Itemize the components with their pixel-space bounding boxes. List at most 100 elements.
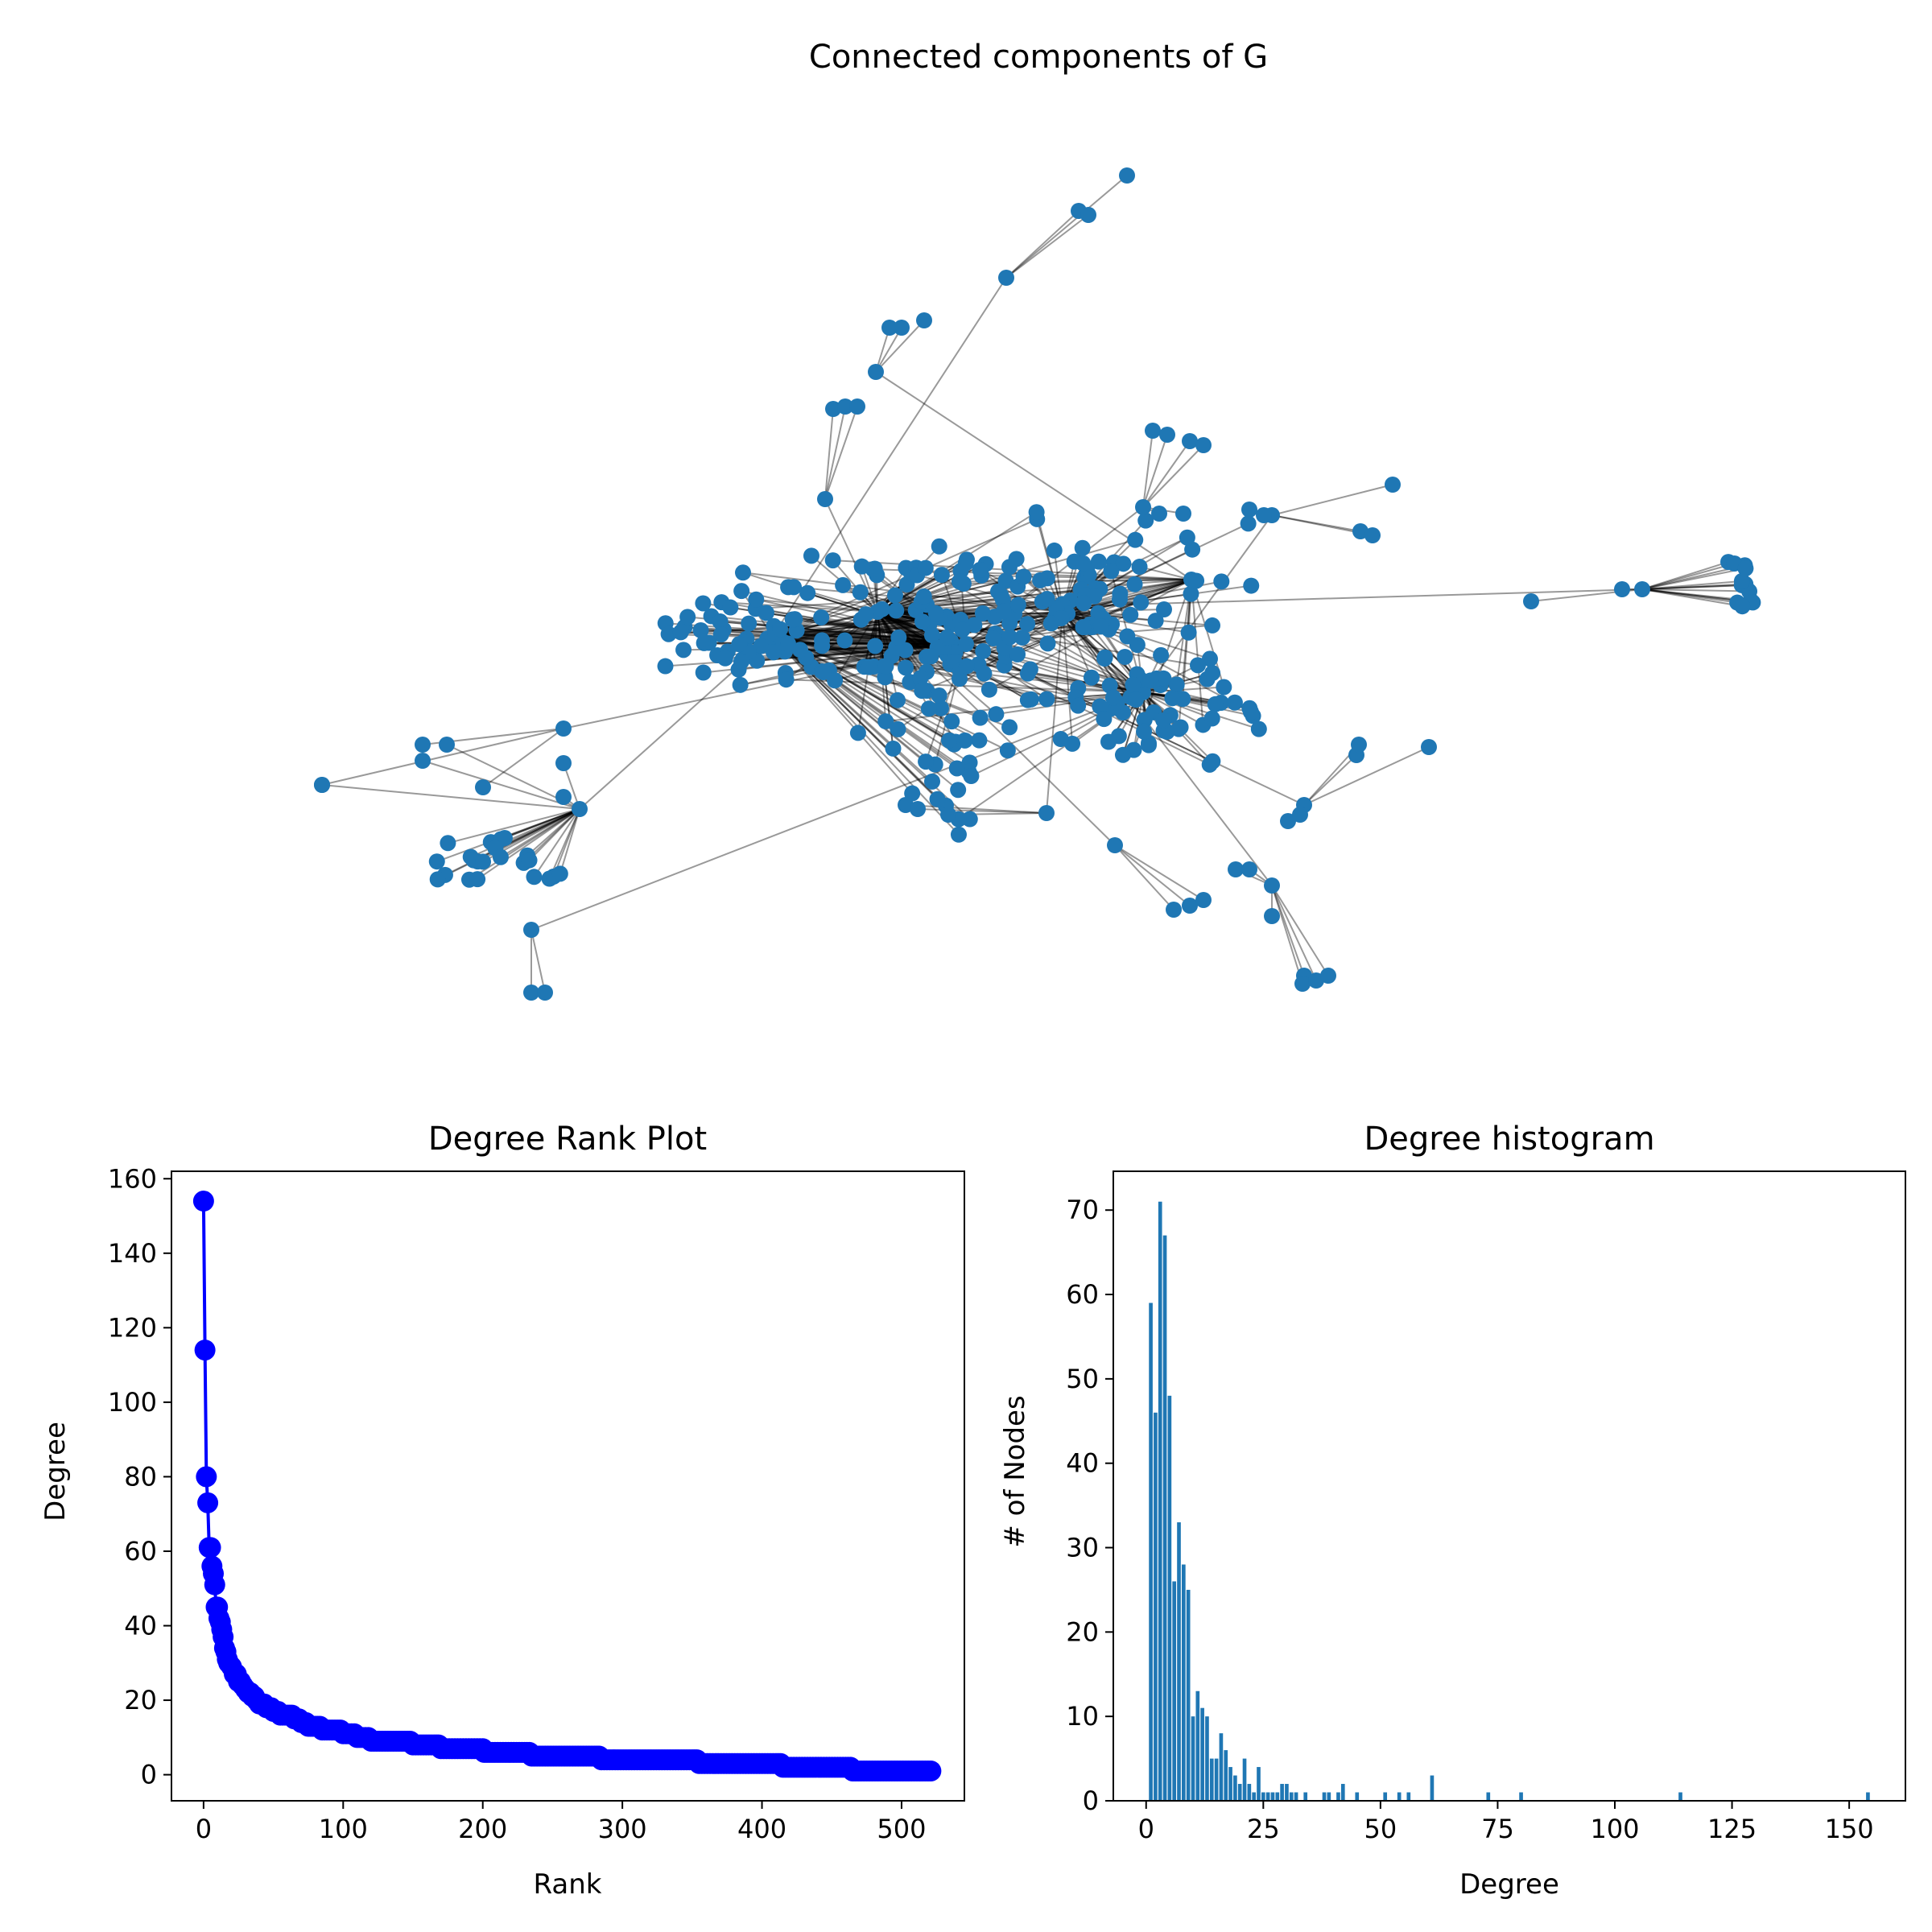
hist-bar [1270,1792,1275,1801]
network-node [1019,691,1036,708]
network-node [1039,635,1056,652]
network-edge [1062,611,1189,634]
network-edge [875,327,902,373]
hist-bar [1866,1792,1870,1801]
network-nodes [314,167,1761,1001]
network-node [866,560,883,577]
rank-plot-title: Degree Rank Plot [428,1121,707,1158]
network-node [885,740,902,757]
network-edge [1641,561,1729,590]
network-node [1203,710,1220,727]
hist-x-tick-label: 100 [1590,1814,1639,1844]
network-node [429,871,446,888]
network-node [1092,698,1108,715]
network-node [814,638,831,654]
network-node [1128,691,1145,708]
network-node [712,613,729,630]
hist-bar [1214,1758,1219,1801]
network-node [873,601,890,617]
network-edge [321,728,564,786]
network-node [722,599,739,616]
network-node [1195,437,1212,453]
network-edge [1142,691,1253,717]
hist-bar [1233,1775,1237,1801]
network-node [1385,477,1401,493]
network-node [712,626,729,643]
network-edge [877,611,997,715]
hist-bar [1355,1792,1360,1801]
hist-frame [1113,1170,1906,1802]
rank-x-tick-label: 0 [196,1814,212,1844]
network-node [1159,427,1175,443]
rank-point [920,1760,942,1781]
network-node [1216,679,1232,696]
network-edge [482,728,564,788]
network-node [1075,619,1092,636]
network-node [1092,618,1109,635]
network-node [1001,629,1018,646]
network-node [894,320,910,336]
network-node [1083,669,1100,686]
network-node [1294,976,1311,992]
network-node [1737,560,1754,577]
network-node [837,398,853,415]
network-node [836,632,853,649]
network-node [890,629,907,646]
network-node [1241,502,1257,518]
network-node [963,768,980,785]
network-node [1142,672,1159,689]
network-edge [1142,691,1260,730]
network-edge [530,929,546,993]
network-edge [1191,579,1204,725]
network-node [917,559,934,576]
network-node [939,629,956,646]
network-node [1038,691,1055,708]
network-edge [1005,210,1080,279]
network-edge [1062,611,1141,680]
network-node [1190,657,1207,674]
network-node [950,782,967,799]
network-node [475,779,491,795]
network-edge [1303,754,1357,806]
network-edge [877,559,968,613]
network-node [1195,892,1212,908]
network-node [1207,696,1224,712]
network-node [1135,499,1151,515]
network-node [428,853,445,870]
rank-y-tick-label: 120 [108,1312,157,1343]
hist-bar [1172,1581,1177,1801]
degree-rank-panel: Degree Rank Plot 0 100 200 300 400 500 0 20 40 60… [39,1121,965,1901]
network-node [931,538,947,555]
network-edge [1271,885,1317,981]
network-node [941,732,958,749]
network-node [1074,539,1091,556]
network-node [889,691,906,708]
network-node [551,865,568,882]
network-edge [1139,566,1192,580]
network-node [1364,527,1381,543]
rank-y-tick-label: 160 [108,1163,157,1194]
network-node [923,648,939,665]
hist-bar [1154,1412,1158,1801]
rank-x-tick-label: 100 [319,1814,368,1844]
network-edge [1114,844,1174,910]
network-node [799,584,816,601]
network-edge [687,616,967,645]
network-node [868,364,884,380]
network-edge [875,320,925,373]
network-node [1308,972,1324,989]
network-node [927,605,944,621]
network-node [672,624,689,641]
hist-bar [1182,1564,1186,1801]
network-node [1188,572,1205,589]
network-node [786,579,803,596]
network-node [972,561,989,578]
network-node [1213,573,1230,590]
network-node [1614,581,1630,597]
hist-y-tick-label: 10 [1066,1701,1099,1732]
network-node [890,720,906,737]
network-node [1204,617,1221,634]
network-edge [526,808,580,857]
network-node [1153,646,1170,663]
rank-point [200,1537,221,1558]
